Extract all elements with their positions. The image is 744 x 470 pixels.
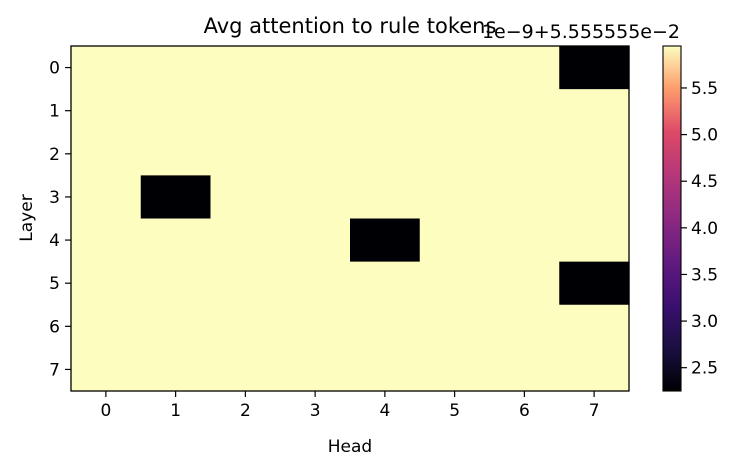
heatmap-cell — [559, 261, 630, 306]
heatmap-cell — [350, 132, 421, 176]
heatmap-cell — [71, 347, 142, 392]
heatmap-cell — [210, 89, 281, 133]
y-axis: 0 1 2 3 4 5 6 7 — [49, 59, 71, 380]
heatmap-cell — [280, 347, 351, 392]
heatmap-cell — [419, 304, 491, 349]
x-tick-label: 1 — [170, 401, 181, 421]
heatmap-cell — [350, 304, 421, 349]
colorbar-tick-label: 3.0 — [691, 312, 718, 332]
heatmap-cell — [559, 218, 630, 263]
y-tick-label: 1 — [49, 102, 60, 122]
heatmap-cell — [280, 175, 351, 220]
x-tick-label: 4 — [379, 401, 390, 421]
heatmap-cell — [350, 261, 421, 306]
colorbar-tick-label: 4.0 — [691, 219, 718, 239]
heatmap-cell — [71, 261, 142, 306]
heatmap-cell — [559, 347, 630, 392]
colorbar — [662, 45, 682, 392]
x-tick-label: 5 — [449, 401, 460, 421]
heatmap-cell — [71, 175, 142, 220]
heatmap-cell — [280, 218, 351, 263]
heatmap-cell — [489, 132, 560, 176]
heatmap-cell — [210, 175, 281, 220]
heatmap-cell — [71, 218, 142, 263]
heatmap-cell — [140, 175, 212, 220]
heatmap-cell — [210, 347, 281, 392]
colorbar-tick-label: 4.5 — [691, 172, 718, 192]
heatmap-cell — [71, 46, 142, 90]
heatmap-cell — [489, 347, 560, 392]
heatmap-cell — [489, 304, 560, 349]
heatmap-cell — [140, 218, 212, 263]
y-tick-label: 6 — [49, 317, 60, 337]
heatmap-cell — [280, 46, 351, 90]
plot-frame — [70, 45, 630, 392]
x-tick-label: 7 — [589, 401, 600, 421]
heatmap-cell — [419, 89, 491, 133]
heatmap-cell — [559, 89, 630, 133]
heatmap-cell — [489, 46, 560, 90]
heatmap-cell — [350, 347, 421, 392]
colorbar-tick-label: 5.0 — [691, 126, 718, 146]
heatmap-cell — [559, 304, 630, 349]
heatmap-cell — [350, 175, 421, 220]
colorbar-offset-text: 1e−9+5.555555e−2 — [482, 21, 680, 43]
heatmap-cell — [140, 347, 212, 392]
heatmap-cell — [419, 175, 491, 220]
heatmap-cell — [419, 132, 491, 176]
x-axis: 0 1 2 3 4 5 6 7 — [100, 391, 600, 421]
heatmap-cell — [210, 304, 281, 349]
heatmap-cell — [140, 304, 212, 349]
heatmap-cell — [140, 132, 212, 176]
heatmap-cell — [489, 89, 560, 133]
heatmap-cell — [489, 175, 560, 220]
colorbar-axis: 2.5 3.0 3.5 4.0 4.5 5.0 5.5 — [681, 79, 718, 379]
heatmap-cell — [280, 89, 351, 133]
colorbar-tick-label: 3.5 — [691, 265, 718, 285]
colorbar-tick-label: 5.5 — [691, 79, 718, 99]
heatmap-cell — [140, 46, 212, 90]
heatmap-cell — [210, 46, 281, 90]
colorbar-tick-label: 2.5 — [691, 359, 718, 379]
heatmap-cell — [71, 132, 142, 176]
heatmap-cell — [280, 132, 351, 176]
y-tick-label: 0 — [49, 59, 60, 79]
heatmap-cell — [210, 132, 281, 176]
heatmap-cell — [71, 304, 142, 349]
heatmap-cell — [350, 218, 421, 263]
heatmap-cell — [419, 347, 491, 392]
heatmap-cell — [140, 89, 212, 133]
heatmap-cell — [489, 218, 560, 263]
y-tick-label: 4 — [49, 231, 60, 251]
heatmap-cell — [419, 261, 491, 306]
chart-title: Avg attention to rule tokens — [204, 14, 497, 38]
heatmap-cell — [559, 46, 630, 90]
y-tick-label: 7 — [49, 360, 60, 380]
heatmap-cell — [489, 261, 560, 306]
heatmap-cell — [419, 218, 491, 263]
y-tick-label: 3 — [49, 188, 60, 208]
y-tick-label: 2 — [49, 145, 60, 165]
heatmap-cell — [140, 261, 212, 306]
heatmap-cell — [71, 89, 142, 133]
heatmap-cell — [559, 175, 630, 220]
heatmap-cell — [280, 261, 351, 306]
heatmap-cell — [419, 46, 491, 90]
heatmap-cell — [350, 46, 421, 90]
heatmap-cell — [210, 218, 281, 263]
heatmap-cell — [210, 261, 281, 306]
heatmap-cell — [350, 89, 421, 133]
heatmap-cell — [559, 132, 630, 176]
x-tick-label: 2 — [240, 401, 251, 421]
y-tick-label: 5 — [49, 274, 60, 294]
heatmap-cell — [280, 304, 351, 349]
x-tick-label: 6 — [519, 401, 530, 421]
x-tick-label: 0 — [100, 401, 111, 421]
x-axis-label: Head — [328, 437, 372, 457]
x-tick-label: 3 — [310, 401, 321, 421]
heatmap-cells — [71, 46, 630, 392]
y-axis-label: Layer — [17, 194, 37, 241]
